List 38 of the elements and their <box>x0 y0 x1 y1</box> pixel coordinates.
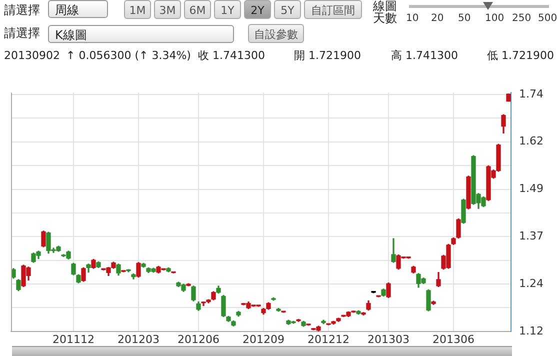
y-tick-label: 1.62 <box>519 134 544 148</box>
text: 自設參數 <box>248 24 304 43</box>
text: 請選擇 <box>4 3 40 17</box>
x-tick-label: 201209 <box>242 332 284 346</box>
y-tick-label: 1.12 <box>519 324 544 338</box>
text: 3M <box>154 0 181 19</box>
text: 開 1.721900 <box>294 49 361 63</box>
x-tick-label: 201112 <box>52 332 94 346</box>
text: 500 <box>538 12 557 26</box>
text: 250 <box>512 12 532 26</box>
x-tick-label: 201206 <box>178 332 220 346</box>
x-tick-label: 201212 <box>308 332 350 346</box>
text: 高 1.741300 <box>391 49 458 63</box>
text: 自訂區間 <box>304 0 362 19</box>
y-tick-label: 1.24 <box>519 276 544 290</box>
text: ↑ 0.056300 (↑ 3.34%) <box>66 49 191 63</box>
text: K線圖 <box>48 25 234 43</box>
x-tick-label: 201306 <box>432 332 474 346</box>
y-tick-label: 1.49 <box>519 182 544 196</box>
text: 100 <box>485 12 504 26</box>
text: 2Y <box>244 0 271 19</box>
text: 線圖天數 <box>373 0 398 25</box>
y-tick-label: 1.37 <box>519 229 544 242</box>
text: 10 <box>406 12 419 26</box>
text: 50 <box>458 12 471 26</box>
text: 1M <box>124 0 151 19</box>
text: 5Y <box>274 0 301 19</box>
x-tick-label: 201203 <box>118 332 160 346</box>
x-tick-label: 201303 <box>368 332 410 346</box>
y-tick-label: 1.74 <box>519 87 544 100</box>
text: 1Y <box>214 0 241 19</box>
text: 20 <box>431 12 444 26</box>
text: 收 1.741300 <box>198 49 265 63</box>
text: 請選擇 <box>4 26 40 40</box>
text: 低 1.721900 <box>487 49 554 63</box>
text: 6M <box>184 0 211 19</box>
text: 20130902 <box>4 49 60 63</box>
text: 周線 <box>48 0 108 18</box>
